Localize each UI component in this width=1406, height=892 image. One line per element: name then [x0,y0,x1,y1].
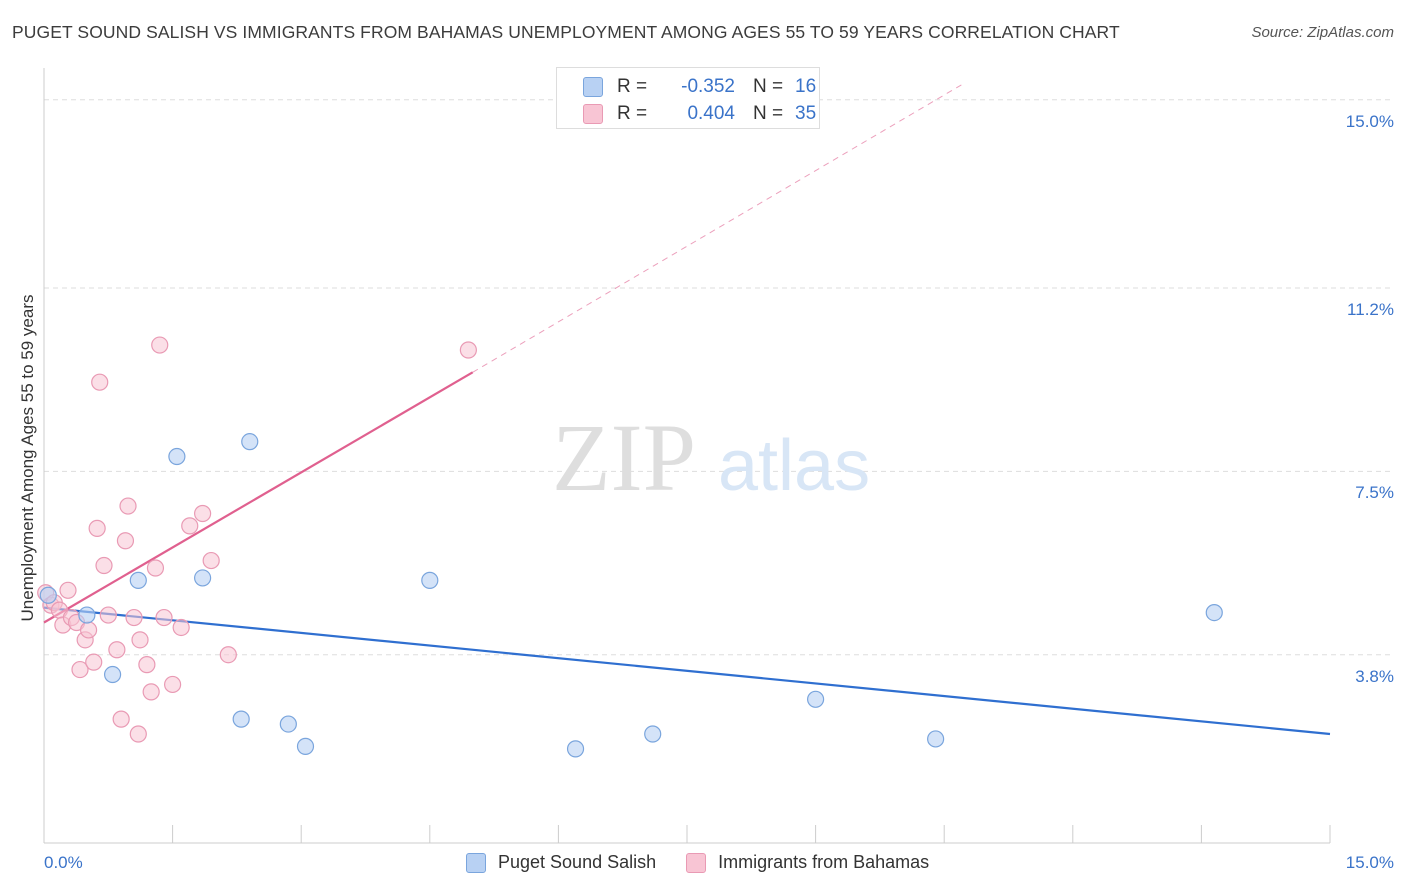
point-bahamas [88,519,106,537]
legend-n-label: N = [753,76,784,97]
point-bahamas [85,653,103,671]
point-salish [806,690,825,708]
legend-r-label: R = [617,76,648,97]
point-salish [927,730,945,748]
point-bahamas [194,504,212,523]
legend-r-value: 0.404 [687,103,735,124]
point-salish [241,433,259,451]
point-bahamas [459,341,477,359]
chart-title: PUGET SOUND SALISH VS IMMIGRANTS FROM BA… [12,22,1120,42]
point-salish [103,665,122,684]
legend-label-salish: Puget Sound Salish [498,852,657,872]
trend-lines [43,84,1331,736]
point-bahamas [164,675,182,694]
point-bahamas [71,660,89,679]
watermark-atlas: atlas [718,426,870,506]
legend-label-bahamas: Immigrants from Bahamas [718,852,930,872]
source-label: Source: ZipAtlas.com [1251,24,1394,41]
point-salish [1205,603,1223,622]
legend-item-salish: Puget Sound Salish [466,852,656,873]
point-bahamas [146,559,165,577]
watermark-zip: ZIP [552,404,696,511]
legend-n-value: 16 [795,76,817,97]
point-bahamas [142,683,160,701]
watermark: ZIP atlas [552,404,870,511]
trend-line-bahamas [43,371,474,624]
y-axis-label: Unemployment Among Ages 55 to 59 years [18,294,37,622]
point-salish [194,569,212,587]
point-bahamas [219,646,237,664]
legend-r-value: -0.352 [681,76,735,97]
point-bahamas [119,497,137,515]
gridlines [44,99,1392,656]
legend-n-label: N = [753,103,784,124]
point-bahamas [116,532,135,550]
point-salish [566,740,585,758]
point-salish [168,447,186,466]
point-bahamas [151,336,169,354]
axes [43,68,1331,844]
legend-swatch-pink [583,104,603,124]
point-salish [129,571,147,589]
x-tick-label-min: 0.0% [44,853,83,872]
point-bahamas [138,656,156,674]
legend-item-bahamas: Immigrants from Bahamas [686,852,929,873]
point-salish [644,725,662,743]
correlation-legend: R = -0.352 N = 16 R = 0.404 N = 35 [556,67,820,129]
point-salish [78,606,96,624]
y-tick-label: 15.0% [1345,111,1394,131]
point-salish [279,715,297,733]
point-bahamas [91,373,109,391]
legend-swatch-blue [466,852,486,873]
x-tick-label-max: 15.0% [1345,853,1394,872]
legend-row-salish: R = -0.352 N = 16 [583,75,816,99]
legend-n-value: 35 [795,103,817,124]
point-bahamas [112,710,130,728]
point-salish [39,586,57,604]
y-tick-label: 7.5% [1355,483,1394,503]
point-bahamas [172,618,190,637]
trend-line-salish [43,606,1331,736]
point-salish [232,710,250,728]
point-bahamas [59,581,77,599]
point-bahamas [95,556,113,575]
legend-r-label: R = [617,103,648,124]
y-tick-label: 11.2% [1347,300,1394,320]
y-tick-label: 3.8% [1355,666,1394,686]
point-bahamas [125,608,143,627]
point-bahamas [202,551,220,570]
point-bahamas [99,606,117,624]
series-legend: Puget Sound Salish Immigrants from Baham… [466,852,959,873]
point-bahamas [79,621,98,639]
legend-row-bahamas: R = 0.404 N = 35 [583,102,816,126]
point-salish [421,571,439,589]
point-salish [296,737,315,755]
point-bahamas [181,517,199,535]
point-bahamas [108,641,126,659]
legend-swatch-pink [686,852,707,873]
legend-swatch-blue [583,77,603,97]
point-bahamas [129,725,147,743]
point-bahamas [155,608,173,627]
data-points [37,336,1223,758]
point-bahamas [131,631,149,649]
